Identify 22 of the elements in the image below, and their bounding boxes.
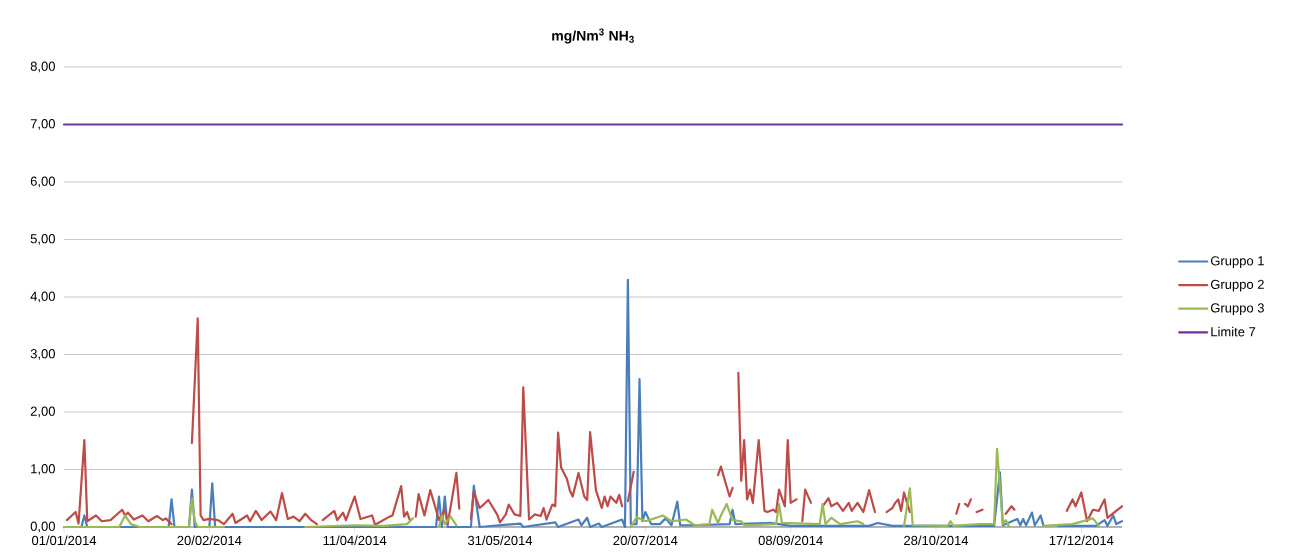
y-tick-label: 8,00 [30, 61, 55, 73]
legend-label: Gruppo 2 [1210, 279, 1264, 292]
y-tick-label: 0,00 [30, 521, 55, 533]
legend-label: Gruppo 3 [1210, 303, 1264, 316]
y-tick-label: 7,00 [30, 119, 55, 130]
x-tick-label: 01/01/2014 [31, 535, 97, 546]
x-tick-label: 11/04/2014 [323, 535, 387, 546]
y-tick-label: 1,00 [31, 464, 55, 475]
legend-label: Limite 7 [1211, 326, 1256, 337]
y-tick-label: 5,00 [30, 234, 55, 245]
x-tick-label: 08/09/2014 [758, 535, 823, 546]
y-tick-label: 3,00 [30, 349, 55, 360]
x-tick-label: 28/10/2014 [904, 535, 969, 546]
y-tick-label: 2,00 [30, 406, 55, 418]
x-tick-label: 20/02/2014 [177, 535, 242, 546]
legend-label: Gruppo 1 [1210, 256, 1264, 268]
x-tick-label: 31/05/2014 [467, 535, 533, 546]
y-tick-label: 4,00 [30, 291, 55, 303]
x-tick-label: 20/07/2014 [613, 535, 678, 546]
x-tick-label: 17/12/2014 [1049, 535, 1114, 546]
chart-title: mg/Nm$^{3}$ NH$_{3}$ [552, 28, 634, 44]
y-tick-label: 6,00 [30, 176, 55, 188]
